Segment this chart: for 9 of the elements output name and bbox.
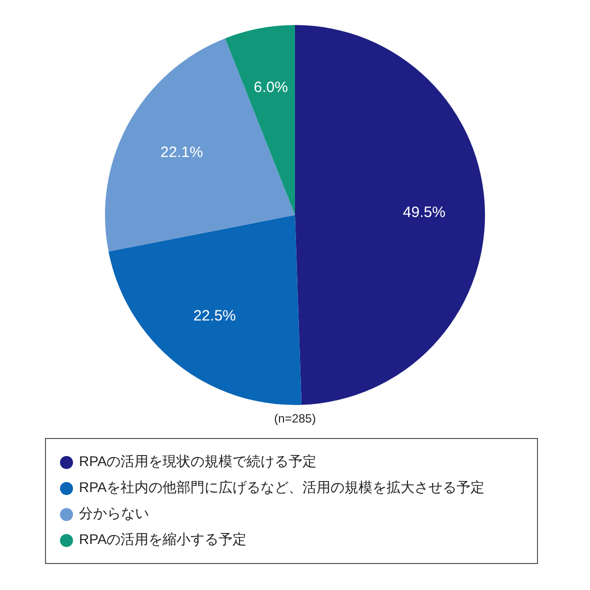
data-label: 6.0% [254,79,288,96]
legend-label: 分からない [79,505,149,523]
data-label: 22.5% [193,307,236,324]
legend-label: RPAを社内の他部門に広げるなど、活用の規模を拡大させる予定 [79,479,485,497]
text: (n=285) [274,411,316,426]
legend-label: RPAの活用を縮小する予定 [79,531,247,549]
legend-label: RPAの活用を現状の規模で続ける予定 [79,453,317,471]
data-label: 22.1% [160,144,203,162]
data-label: 49.5% [402,204,446,221]
